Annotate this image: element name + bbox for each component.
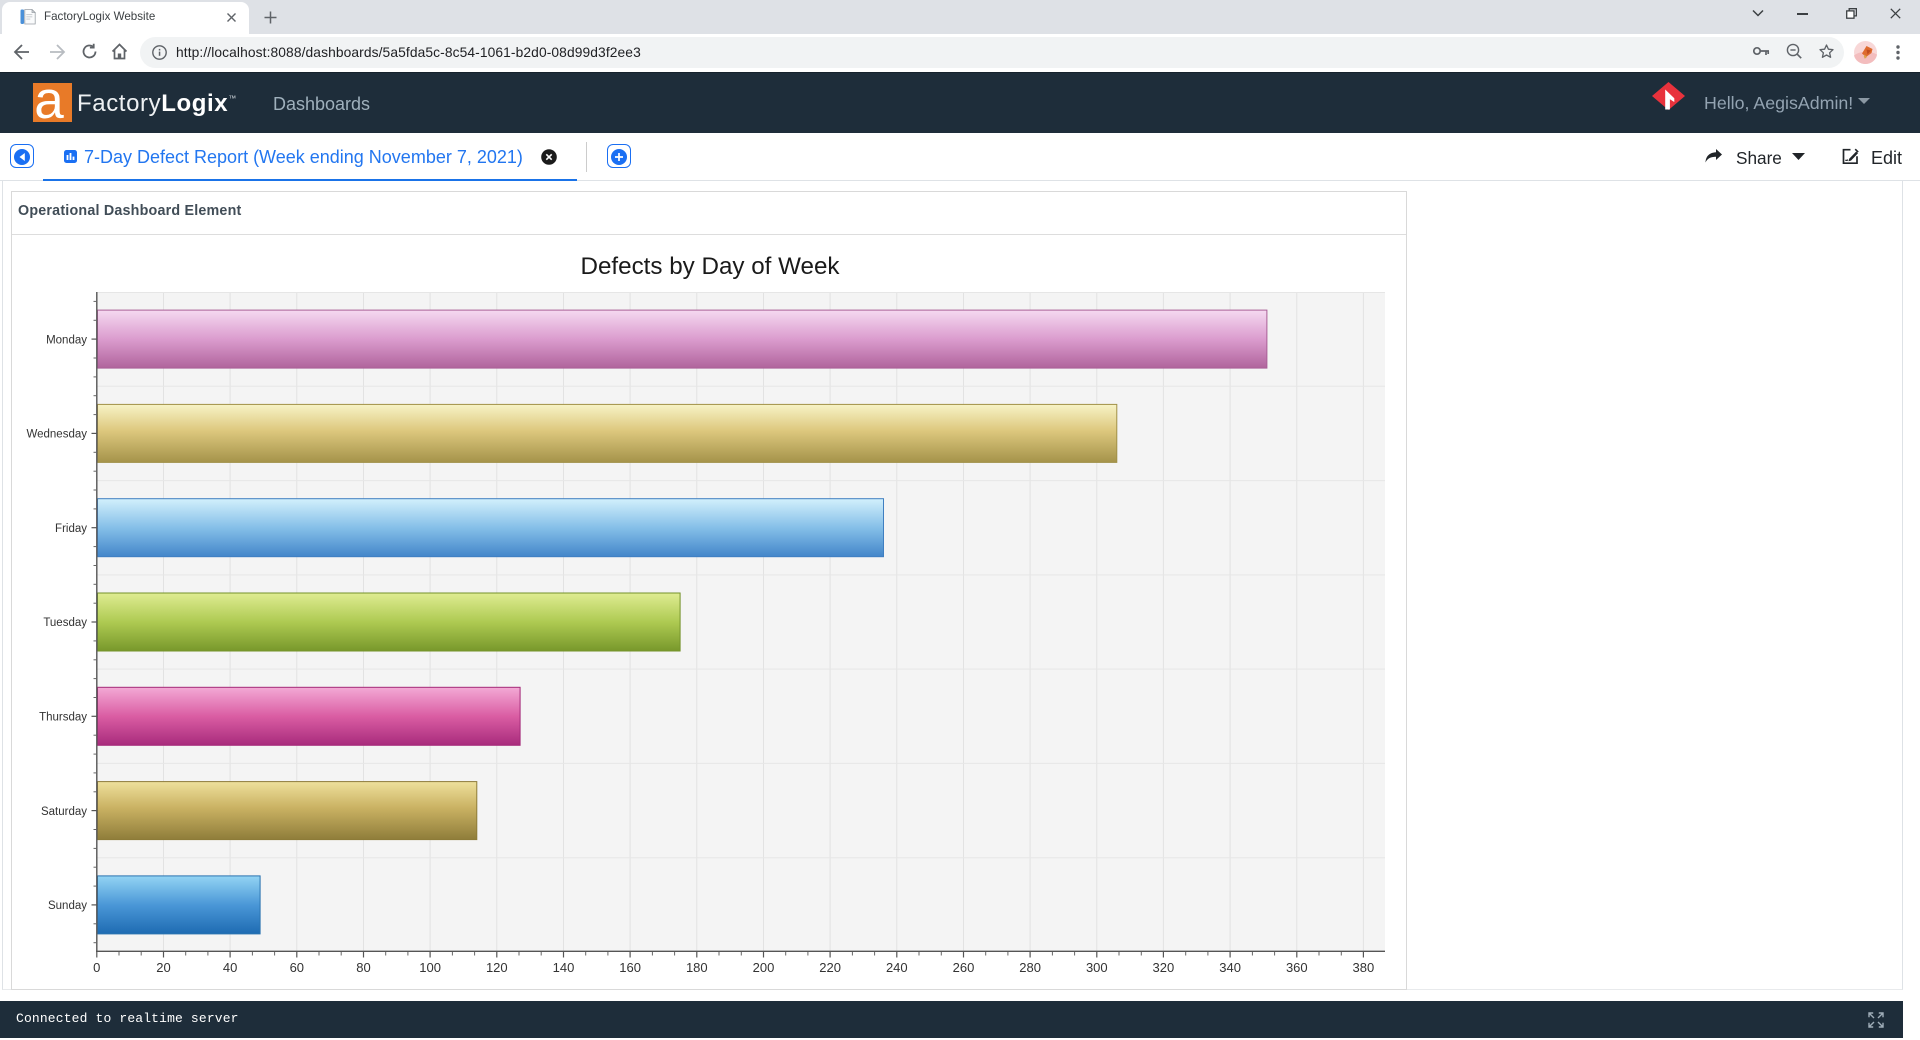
svg-text:260: 260: [953, 960, 975, 975]
svg-text:240: 240: [886, 960, 908, 975]
svg-text:160: 160: [619, 960, 641, 975]
svg-text:100: 100: [419, 960, 441, 975]
svg-text:220: 220: [819, 960, 841, 975]
svg-text:380: 380: [1353, 960, 1375, 975]
svg-text:40: 40: [223, 960, 237, 975]
svg-text:0: 0: [93, 960, 100, 975]
svg-text:300: 300: [1086, 960, 1108, 975]
svg-text:Thursday: Thursday: [39, 712, 87, 724]
svg-text:Friday: Friday: [55, 523, 87, 535]
svg-text:280: 280: [1019, 960, 1041, 975]
svg-text:200: 200: [753, 960, 775, 975]
svg-text:Monday: Monday: [46, 334, 87, 346]
svg-text:Sunday: Sunday: [48, 900, 87, 912]
svg-text:a: a: [34, 71, 64, 130]
svg-text:Tuesday: Tuesday: [43, 617, 87, 629]
svg-text:320: 320: [1153, 960, 1175, 975]
svg-text:Defects by Day of Week: Defects by Day of Week: [581, 253, 841, 280]
svg-text:180: 180: [686, 960, 708, 975]
svg-text:80: 80: [356, 960, 370, 975]
svg-text:Wednesday: Wednesday: [26, 429, 87, 441]
svg-text:60: 60: [290, 960, 304, 975]
svg-text:140: 140: [553, 960, 575, 975]
svg-text:120: 120: [486, 960, 508, 975]
svg-text:Saturday: Saturday: [41, 806, 87, 818]
svg-text:360: 360: [1286, 960, 1308, 975]
svg-text:20: 20: [156, 960, 170, 975]
svg-text:340: 340: [1219, 960, 1241, 975]
